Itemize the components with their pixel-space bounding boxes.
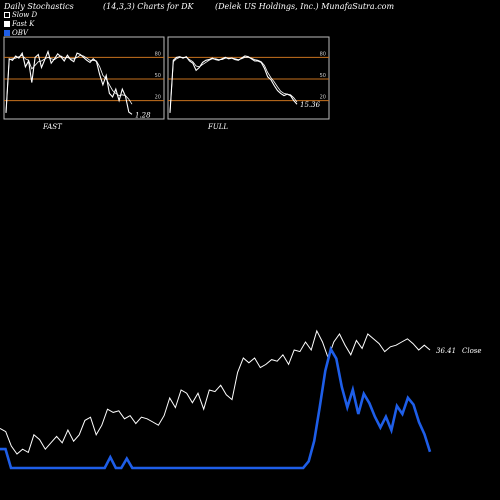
panel-title-fast: FAST — [42, 123, 63, 131]
y-tick-20-fast: 20 — [155, 95, 161, 101]
y-tick-20-full: 20 — [320, 95, 326, 101]
y-tick-80-fast: 80 — [155, 51, 161, 57]
value-label-fast: 1.28 — [135, 111, 151, 119]
close-value-label: 36.41 — [436, 347, 456, 355]
legend-label-slow-d: Slow D — [12, 11, 38, 19]
y-tick-50-fast: 50 — [155, 73, 161, 79]
legend-swatch-obv — [4, 30, 10, 36]
close-suffix-label: Close — [462, 347, 482, 355]
series-fast-k-fast — [5, 49, 133, 115]
header-title-center: (14,3,3) Charts for DK — [103, 2, 194, 11]
header-title-right: (Delek US Holdings, Inc.) MunafaSutra.co… — [215, 2, 395, 11]
legend-item-slow-d: Slow D — [4, 11, 37, 19]
legend-label-obv: OBV — [12, 29, 28, 37]
series-slow-d-full — [169, 57, 298, 113]
y-tick-80-full: 80 — [320, 51, 326, 57]
legend-swatch-slow-d — [4, 12, 10, 18]
legend-label-fast-k: Fast K — [12, 20, 35, 28]
series-obv — [0, 345, 432, 470]
series-close-price — [0, 329, 431, 455]
legend-swatch-fast-k — [4, 21, 10, 27]
legend-item-fast-k: Fast K — [4, 20, 34, 28]
panel-frame-full — [167, 36, 330, 120]
header-title-left: Daily Stochastics — [4, 2, 74, 11]
panel-full: 20 50 80 15.36 FULL — [167, 36, 330, 131]
main-price-chart: 36.41 Close — [0, 329, 482, 470]
y-tick-50-full: 50 — [320, 73, 326, 79]
value-label-full: 15.36 — [300, 101, 321, 109]
series-slow-d-fast — [5, 54, 133, 113]
panel-title-full: FULL — [207, 123, 228, 131]
panel-fast: 20 50 80 1.28 FAST — [3, 36, 165, 131]
legend-item-obv: OBV — [4, 29, 28, 37]
panel-frame-fast — [3, 36, 165, 120]
